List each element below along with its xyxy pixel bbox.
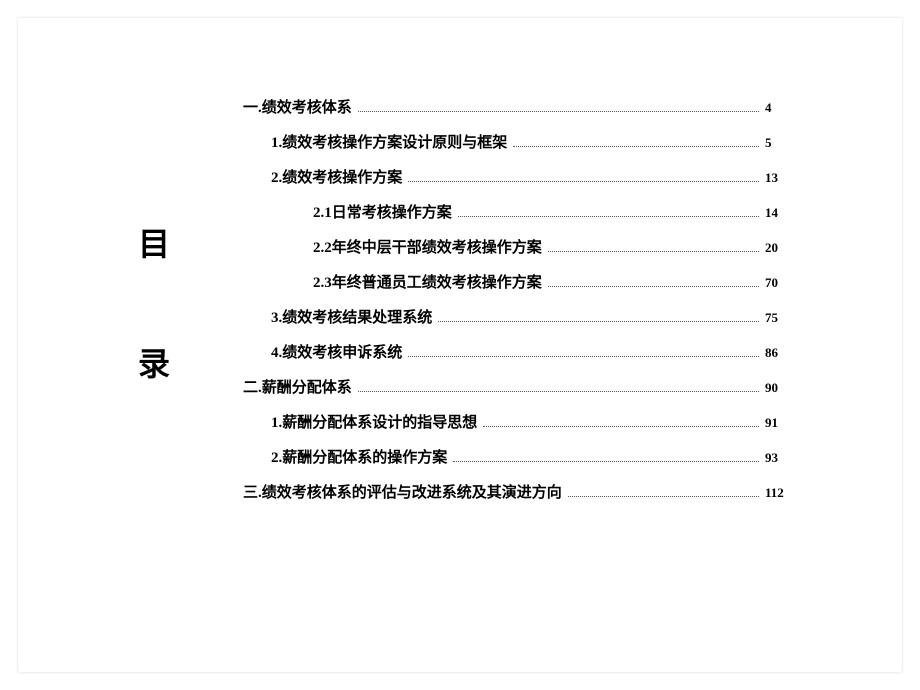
toc-row: 二.薪酬分配体系 90 [243,376,803,397]
toc-entry-page: 91 [765,415,803,431]
toc-entry-page: 13 [765,170,803,186]
toc-entry-label: 4.绩效考核申诉系统 [271,341,402,362]
toc-entry-page: 90 [765,380,803,396]
toc-entry-label: 一.绩效考核体系 [243,96,352,117]
toc-entry-label: 二.薪酬分配体系 [243,376,352,397]
toc-row: 三.绩效考核体系的评估与改进系统及其演进方向 112 [243,481,803,502]
title-char: 目 [138,228,170,260]
toc-row: 2.绩效考核操作方案 13 [243,166,803,187]
toc-entry-label: 2.1日常考核操作方案 [313,201,452,222]
toc-leader-dots [408,356,759,357]
toc-entry-page: 20 [765,240,803,256]
toc-entry-label: 2.薪酬分配体系的操作方案 [271,446,447,467]
toc-entry-label: 1.薪酬分配体系设计的指导思想 [271,411,477,432]
toc-row: 一.绩效考核体系 4 [243,96,803,117]
toc-row: 2.3年终普通员工绩效考核操作方案 70 [243,271,803,292]
toc-row: 2.1日常考核操作方案 14 [243,201,803,222]
toc-leader-dots [408,181,759,182]
toc-entry-page: 4 [765,100,803,116]
toc-row: 4.绩效考核申诉系统 86 [243,341,803,362]
toc-entry-label: 2.2年终中层干部绩效考核操作方案 [313,236,542,257]
toc-entry-label: 三.绩效考核体系的评估与改进系统及其演进方向 [243,481,562,502]
table-of-contents: 一.绩效考核体系41.绩效考核操作方案设计原则与框架52.绩效考核操作方案132… [243,96,803,516]
toc-entry-page: 75 [765,310,803,326]
toc-leader-dots [358,391,759,392]
toc-leader-dots [513,146,759,147]
toc-leader-dots [548,286,759,287]
toc-entry-label: 1.绩效考核操作方案设计原则与框架 [271,131,507,152]
toc-entry-page: 14 [765,205,803,221]
toc-leader-dots [438,321,759,322]
toc-entry-page: 70 [765,275,803,291]
toc-entry-page: 93 [765,450,803,466]
toc-row: 2.2年终中层干部绩效考核操作方案 20 [243,236,803,257]
toc-leader-dots [568,496,759,497]
toc-entry-page: 86 [765,345,803,361]
toc-leader-dots [483,426,759,427]
toc-entry-label: 2.3年终普通员工绩效考核操作方案 [313,271,542,292]
toc-leader-dots [548,251,759,252]
toc-leader-dots [458,216,759,217]
document-page: 目 录 一.绩效考核体系 4 1.绩效考核操作方案设计原则与框架 5 2.绩效考核操作方… [18,18,902,672]
toc-leader-dots [358,111,759,112]
toc-row: 1.薪酬分配体系设计的指导思想 91 [243,411,803,432]
toc-entry-page: 5 [765,135,803,151]
toc-entry-page: 112 [765,485,803,501]
toc-entry-label: 3.绩效考核结果处理系统 [271,306,432,327]
title-char: 录 [138,348,170,380]
toc-row: 3.绩效考核结果处理系统 75 [243,306,803,327]
toc-title: 目 录 [138,228,170,380]
toc-entry-label: 2.绩效考核操作方案 [271,166,402,187]
toc-leader-dots [453,461,759,462]
toc-row: 1.绩效考核操作方案设计原则与框架 5 [243,131,803,152]
toc-row: 2.薪酬分配体系的操作方案 93 [243,446,803,467]
